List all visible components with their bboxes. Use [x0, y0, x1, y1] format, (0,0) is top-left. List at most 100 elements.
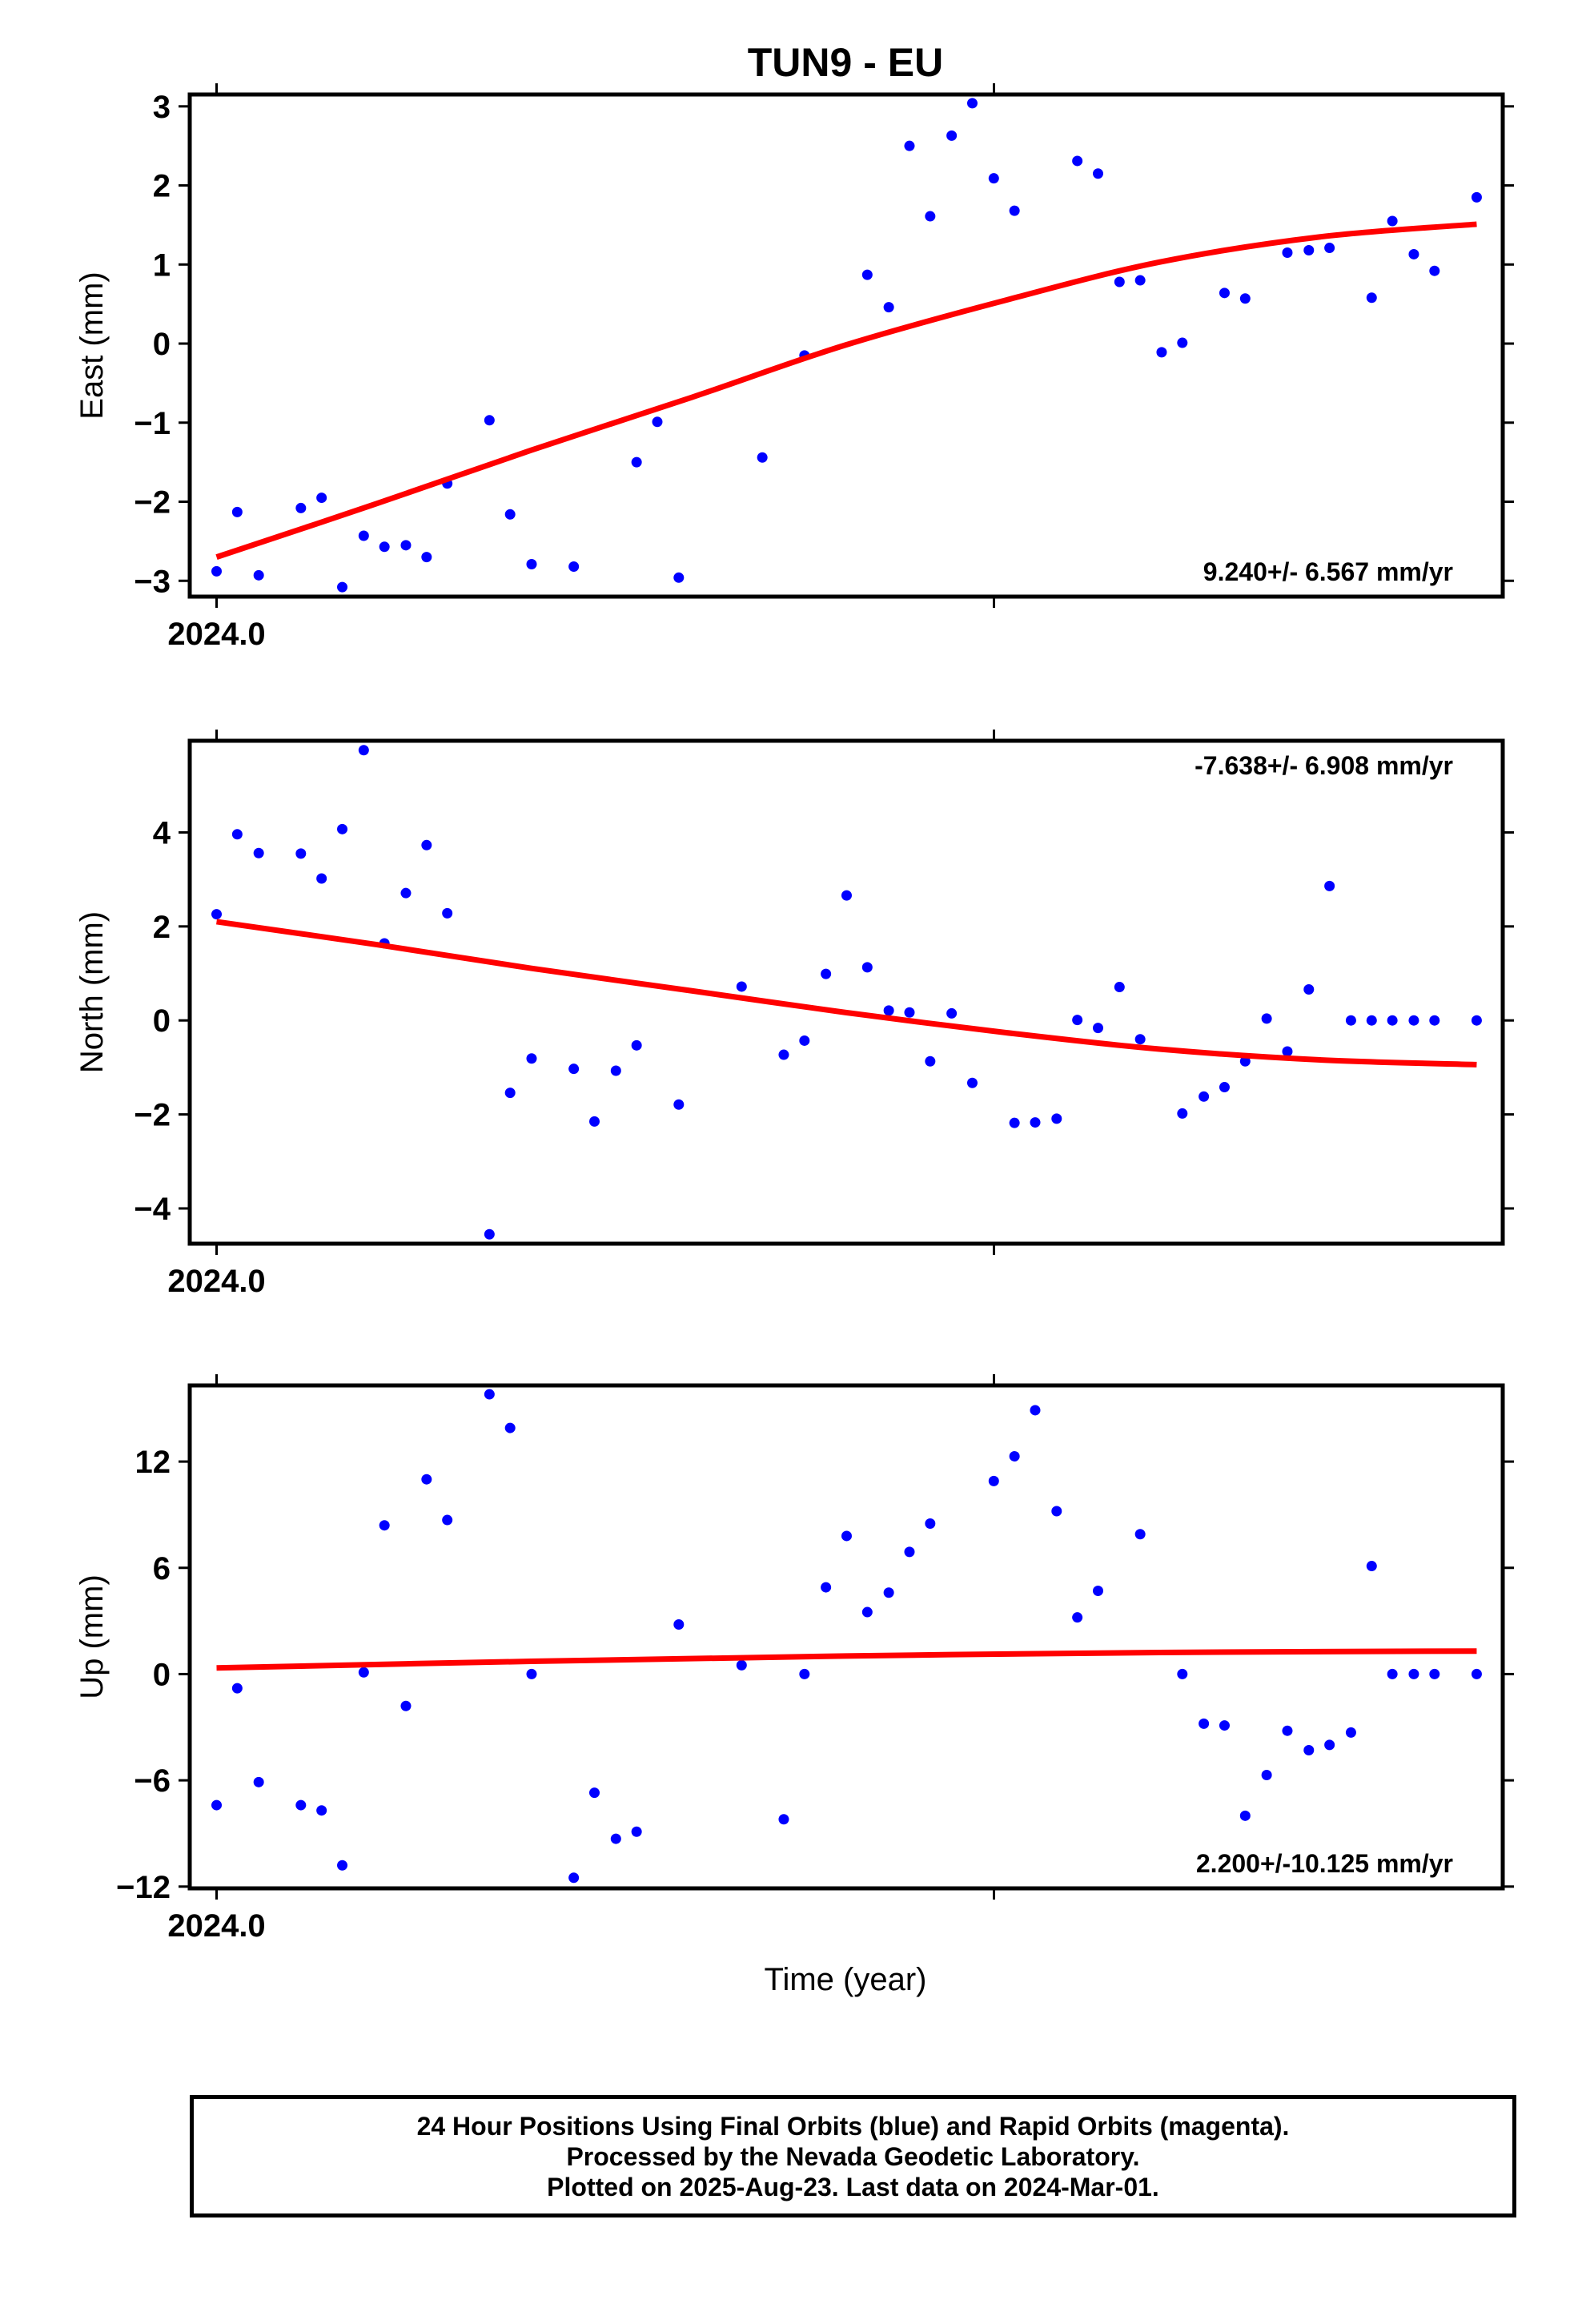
- data-point: [588, 1116, 600, 1127]
- data-point: [231, 829, 243, 840]
- data-point: [966, 98, 978, 109]
- data-point: [966, 1077, 978, 1088]
- data-point: [631, 1039, 642, 1051]
- data-point: [588, 1787, 600, 1799]
- data-point: [946, 130, 958, 141]
- data-point: [1471, 1668, 1482, 1679]
- data-point: [358, 745, 369, 756]
- data-point: [1282, 1725, 1293, 1736]
- data-point: [379, 1520, 390, 1531]
- data-point: [610, 1065, 621, 1076]
- data-point: [1134, 1529, 1146, 1540]
- data-point: [1324, 1739, 1335, 1751]
- data-point: [400, 1700, 412, 1711]
- data-point: [673, 1619, 685, 1630]
- trend-fit-line: [215, 221, 1477, 560]
- data-point: [442, 907, 453, 919]
- data-point: [988, 1475, 999, 1486]
- data-point: [1239, 293, 1251, 304]
- x-tick-label: 2024.0: [167, 1908, 265, 1944]
- data-point: [211, 565, 223, 577]
- data-point: [736, 1659, 747, 1671]
- north-panel: −4 −2 0 2 4 2024.0 North (mm) -7.638+/- 6.908 m…: [74, 730, 1514, 1299]
- data-point: [253, 1776, 264, 1787]
- data-point: [1093, 168, 1104, 179]
- data-point: [1345, 1015, 1356, 1026]
- data-point: [253, 847, 264, 858]
- x-axis-label: Time (year): [765, 1962, 927, 1997]
- data-point: [652, 416, 663, 428]
- data-point: [673, 1099, 685, 1110]
- data-point: [526, 1668, 537, 1679]
- data-point: [421, 839, 432, 850]
- data-point: [1177, 1668, 1188, 1679]
- velocity-annotation: 9.240+/- 6.567 mm/yr: [1203, 557, 1453, 586]
- data-point: [1366, 1015, 1377, 1026]
- data-point: [504, 1088, 516, 1099]
- data-point: [778, 1814, 789, 1825]
- data-point: [1072, 1612, 1083, 1623]
- data-point: [1114, 276, 1125, 287]
- data-point: [1199, 1718, 1210, 1729]
- data-point: [504, 509, 516, 520]
- data-point: [231, 506, 243, 517]
- data-point: [631, 456, 642, 468]
- data-point: [925, 1055, 936, 1067]
- data-point: [821, 1582, 832, 1593]
- data-point: [1387, 215, 1398, 227]
- y-tick-label: 1: [153, 247, 171, 283]
- data-point: [904, 1546, 915, 1558]
- data-point: [736, 981, 747, 992]
- data-point: [946, 1007, 958, 1019]
- data-point: [883, 1005, 894, 1016]
- data-point: [1345, 1727, 1356, 1738]
- x-tick-label: 2024.0: [167, 617, 265, 652]
- data-point: [316, 493, 327, 504]
- y-tick-label: 0: [153, 1657, 171, 1692]
- data-point: [610, 1833, 621, 1844]
- trend-fit-line: [216, 919, 1477, 1068]
- data-point: [1471, 191, 1482, 203]
- data-point: [1051, 1113, 1062, 1124]
- velocity-annotation: -7.638+/- 6.908 mm/yr: [1195, 751, 1453, 780]
- data-point: [568, 1872, 580, 1884]
- data-point: [1303, 1745, 1315, 1756]
- data-point: [1239, 1055, 1251, 1067]
- data-point: [253, 569, 264, 581]
- footer-box: 24 Hour Positions Using Final Orbits (bl…: [190, 2095, 1516, 2217]
- data-point: [1199, 1091, 1210, 1102]
- footer-line-1: 24 Hour Positions Using Final Orbits (bl…: [416, 2111, 1290, 2141]
- data-point: [1366, 1561, 1377, 1572]
- data-point: [295, 1799, 307, 1811]
- data-point: [1030, 1405, 1041, 1416]
- data-point: [1366, 292, 1377, 304]
- data-point: [841, 1530, 852, 1542]
- data-point: [1324, 243, 1335, 254]
- data-point: [1408, 1015, 1419, 1026]
- data-point: [1219, 287, 1230, 299]
- data-point: [1134, 275, 1146, 286]
- data-point: [316, 873, 327, 884]
- data-point: [1072, 1015, 1083, 1026]
- data-point: [904, 140, 915, 151]
- velocity-annotation: 2.200+/-10.125 mm/yr: [1196, 1849, 1453, 1878]
- data-point: [631, 1826, 642, 1837]
- trend-fit-line: [216, 1648, 1477, 1671]
- data-point: [526, 559, 537, 570]
- y-tick-label: 12: [135, 1445, 171, 1480]
- y-tick-label: 2: [153, 169, 171, 204]
- data-point: [484, 1228, 495, 1240]
- y-tick-label: 0: [153, 1003, 171, 1039]
- data-point: [673, 572, 685, 583]
- data-point: [1261, 1013, 1272, 1024]
- data-point: [484, 1389, 495, 1400]
- data-point: [988, 173, 999, 184]
- data-point: [1429, 265, 1440, 276]
- data-point: [337, 1860, 348, 1871]
- data-point: [861, 962, 873, 973]
- data-point: [1303, 983, 1315, 995]
- plot-frame: [187, 1383, 1505, 1891]
- data-point: [1471, 1015, 1482, 1026]
- data-point: [1177, 1108, 1188, 1119]
